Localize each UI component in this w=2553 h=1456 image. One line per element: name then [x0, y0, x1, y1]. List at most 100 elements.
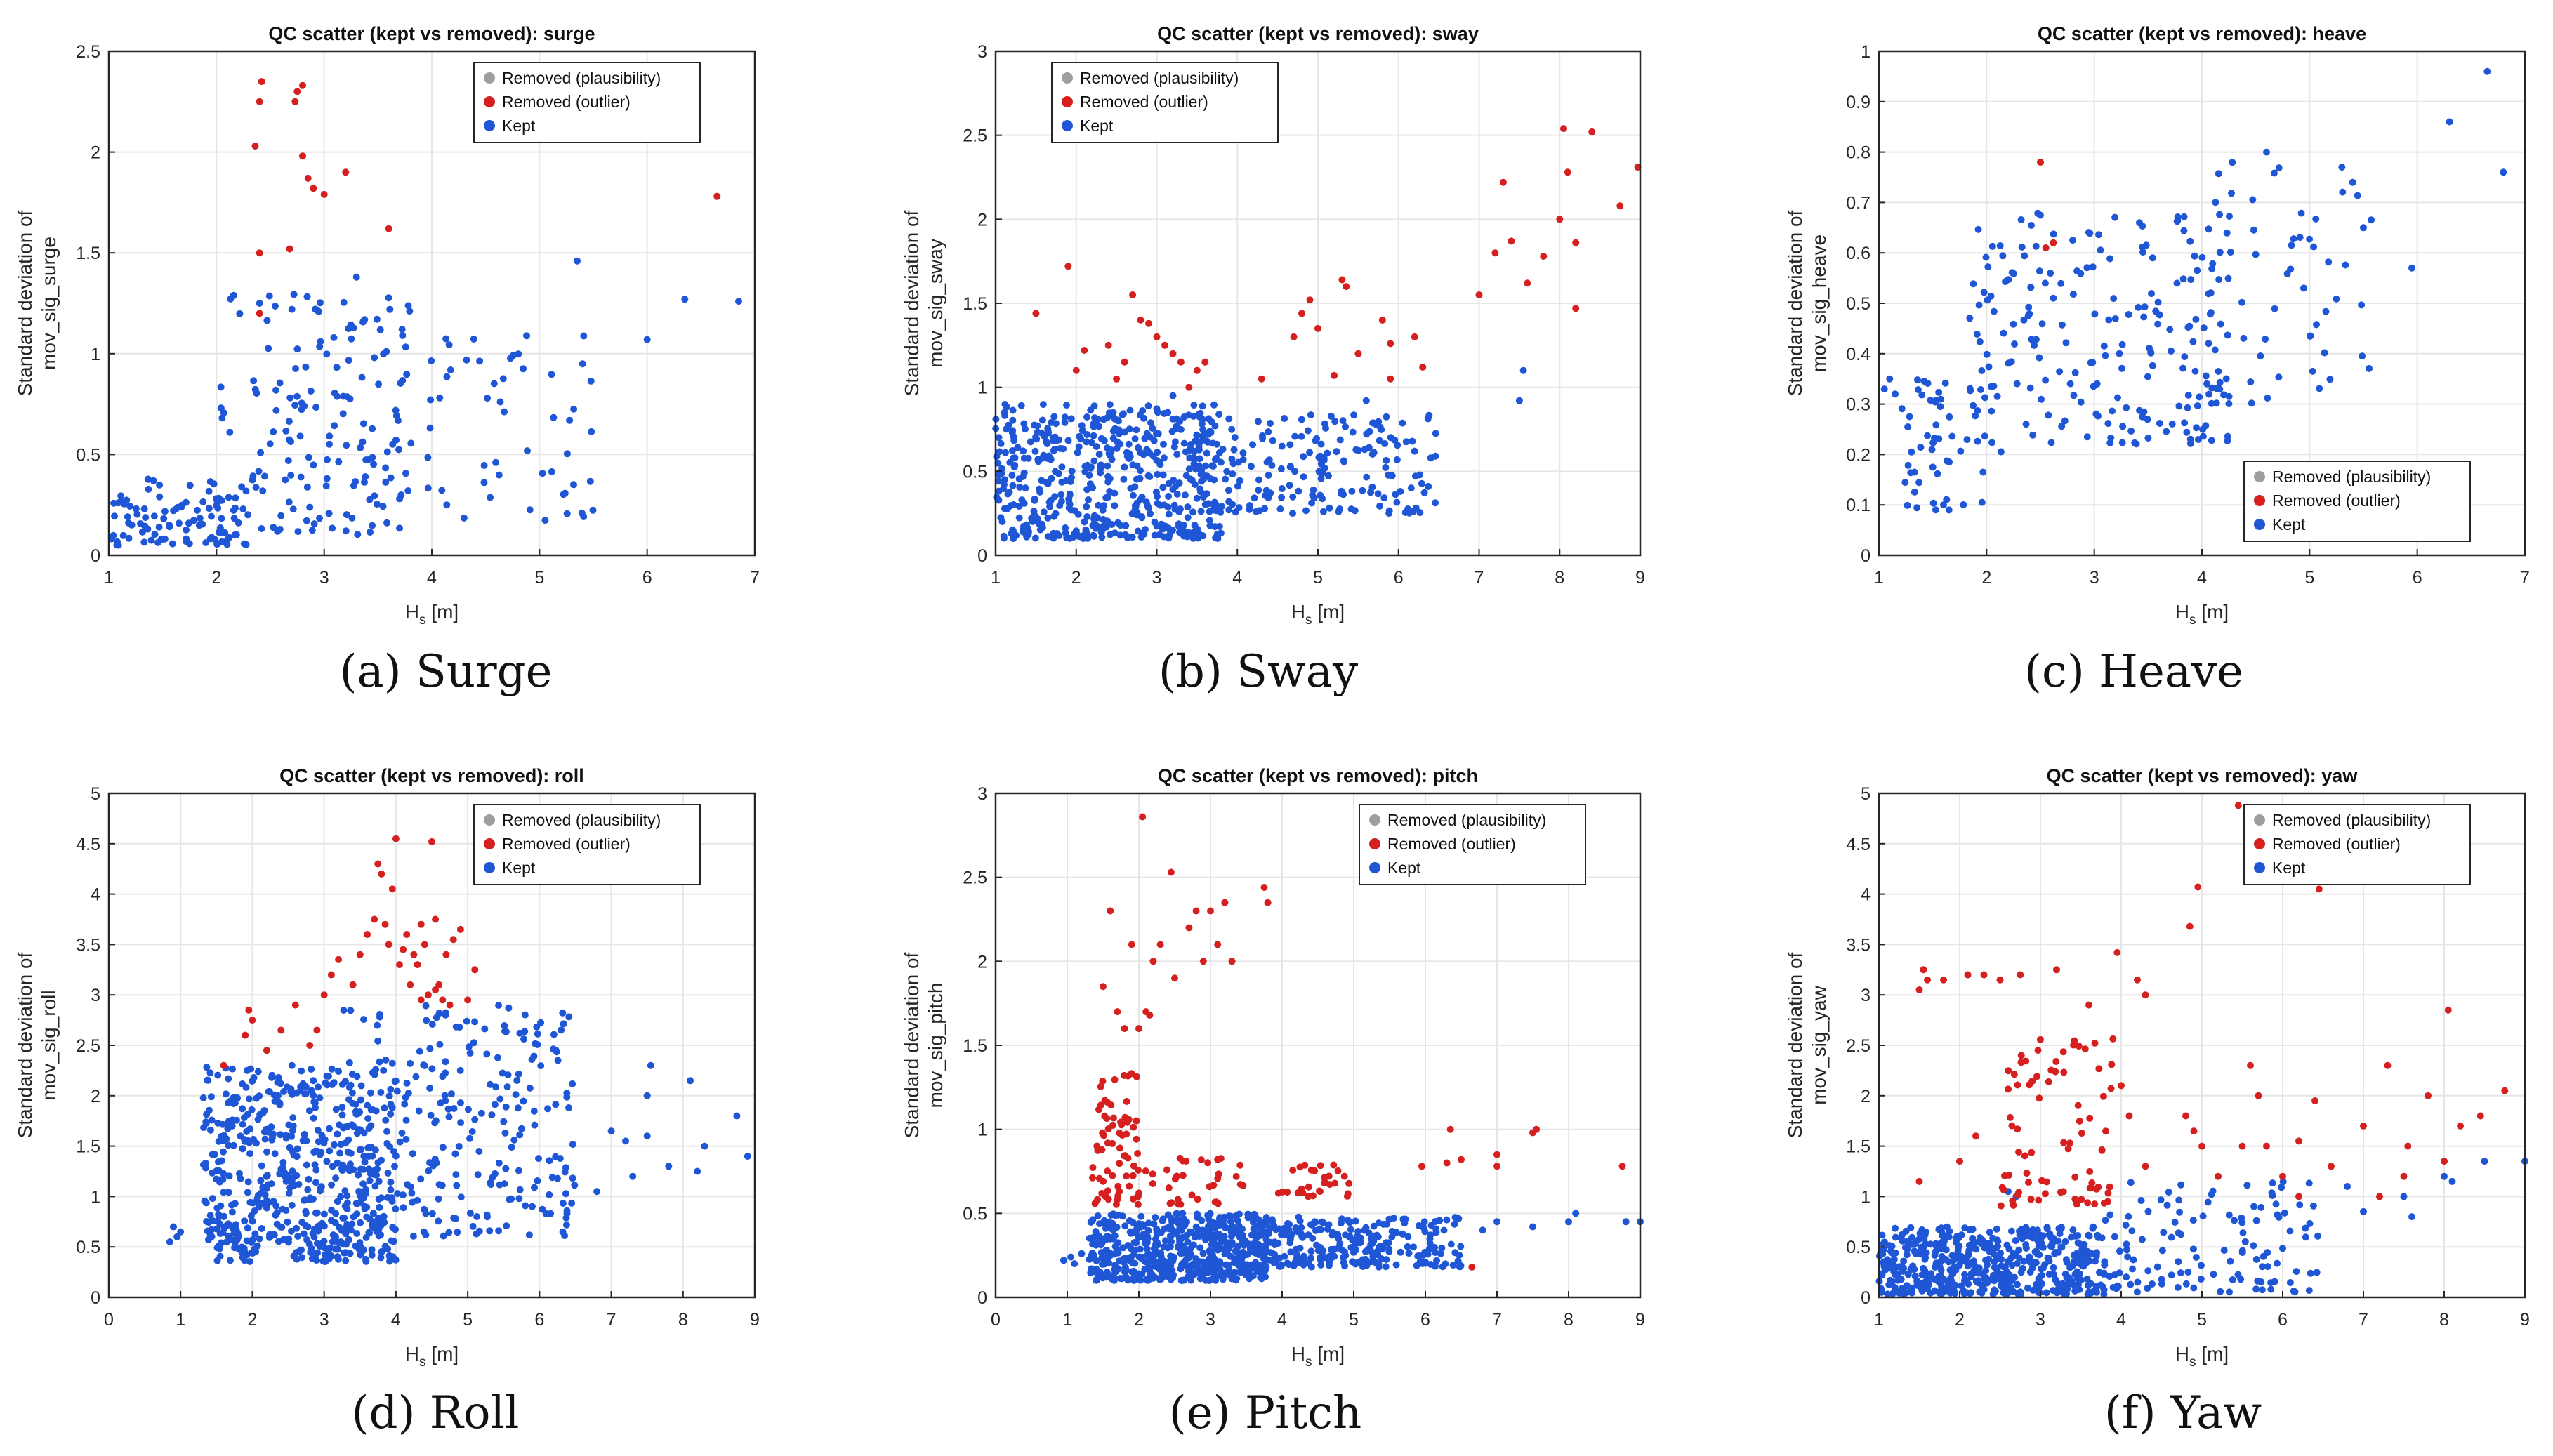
- point-kept: [251, 1230, 259, 1238]
- point-kept: [403, 371, 411, 378]
- point-kept: [2408, 1213, 2415, 1221]
- point-kept: [1258, 1250, 1266, 1258]
- point-kept: [457, 1193, 465, 1201]
- point-kept: [1228, 455, 1236, 463]
- point-kept: [1255, 418, 1262, 425]
- point-kept: [145, 485, 152, 493]
- point-kept: [1189, 1269, 1196, 1277]
- point-kept: [1086, 1234, 1093, 1242]
- point-kept: [473, 1213, 481, 1220]
- point-kept: [1276, 1262, 1284, 1270]
- point-outlier: [2142, 991, 2149, 999]
- point-kept: [1972, 1269, 1979, 1277]
- point-kept: [466, 1050, 474, 1057]
- point-kept: [1233, 1275, 1241, 1283]
- point-outlier: [381, 920, 389, 928]
- point-kept: [492, 1083, 500, 1091]
- point-kept: [1113, 1246, 1121, 1254]
- point-kept: [1305, 1231, 1312, 1239]
- point-kept: [1225, 1239, 1233, 1247]
- point-outlier: [2104, 1189, 2112, 1197]
- point-kept: [445, 341, 453, 349]
- point-kept: [305, 1175, 312, 1183]
- legend-plausibility-marker: [1369, 814, 1380, 826]
- point-kept: [378, 1194, 385, 1202]
- point-kept: [1167, 528, 1175, 536]
- point-kept: [1148, 1271, 1156, 1278]
- point-outlier: [1107, 907, 1114, 915]
- point-outlier: [1098, 1146, 1106, 1153]
- point-kept: [2168, 1233, 2175, 1241]
- point-kept: [1986, 1247, 1993, 1255]
- point-kept: [1213, 454, 1220, 462]
- point-kept: [1991, 1264, 1998, 1271]
- point-kept: [1122, 522, 1130, 529]
- point-outlier: [1354, 350, 1362, 357]
- point-outlier: [2073, 1200, 2080, 1208]
- point-kept: [286, 436, 293, 444]
- y-label-line2: mov_sig_yaw: [1808, 985, 1830, 1104]
- point-kept: [160, 515, 168, 522]
- point-kept: [1964, 1259, 1972, 1267]
- point-kept: [2179, 364, 2187, 372]
- point-kept: [2483, 67, 2491, 75]
- point-kept: [733, 1112, 741, 1120]
- point-outlier: [1161, 341, 1168, 349]
- y-tick-label: 1: [91, 345, 100, 364]
- point-kept: [1927, 1270, 1935, 1278]
- point-kept: [1906, 413, 1913, 421]
- chart-surge: 1 2 3 4 5 6 700.511.522.5QC scatter (kept vs r…: [14, 23, 760, 628]
- point-kept: [285, 1238, 292, 1246]
- point-kept: [1340, 458, 1348, 465]
- point-outlier: [1334, 1167, 1342, 1174]
- point-kept: [289, 1114, 297, 1122]
- point-kept: [402, 343, 409, 351]
- point-kept: [586, 477, 594, 485]
- point-kept: [213, 1257, 221, 1264]
- x-tick-label: 6: [1394, 568, 1404, 588]
- point-kept: [1278, 442, 1286, 450]
- point-kept: [2015, 1246, 2023, 1254]
- point-kept: [1363, 430, 1371, 438]
- point-kept: [236, 1170, 243, 1177]
- point-kept: [231, 1200, 239, 1207]
- point-kept: [2086, 230, 2094, 237]
- point-outlier: [2444, 1006, 2452, 1014]
- point-outlier: [1156, 941, 1164, 948]
- point-kept: [2258, 1286, 2266, 1294]
- point-kept: [1105, 1259, 1112, 1266]
- point-kept: [1094, 1212, 1102, 1219]
- point-kept: [2173, 218, 2181, 225]
- point-outlier: [1121, 1071, 1128, 1079]
- point-kept: [325, 1255, 333, 1262]
- point-kept: [285, 498, 293, 506]
- point-kept: [1370, 1222, 1378, 1230]
- point-kept: [282, 1177, 290, 1185]
- point-kept: [289, 505, 297, 513]
- point-kept: [1205, 415, 1213, 423]
- point-kept: [1051, 493, 1059, 501]
- point-kept: [2205, 340, 2212, 348]
- x-tick-label: 2: [1134, 1310, 1144, 1330]
- y-tick-label: 1.5: [1846, 1137, 1871, 1157]
- point-kept: [352, 478, 359, 486]
- point-kept: [1104, 1232, 1111, 1240]
- point-kept: [356, 1146, 364, 1153]
- point-outlier: [1338, 276, 1346, 284]
- point-kept: [568, 1199, 576, 1207]
- point-kept: [173, 1233, 181, 1240]
- point-kept: [1899, 1231, 1906, 1238]
- point-kept: [2339, 188, 2347, 196]
- point-kept: [2109, 407, 2116, 415]
- point-kept: [1083, 438, 1090, 446]
- point-kept: [287, 471, 295, 479]
- point-kept: [1267, 1249, 1274, 1257]
- point-kept: [235, 519, 242, 527]
- point-outlier: [299, 81, 306, 89]
- point-kept: [554, 1057, 562, 1064]
- point-kept: [1196, 1244, 1204, 1252]
- point-kept: [1074, 510, 1082, 518]
- point-kept: [209, 1217, 217, 1225]
- point-kept: [1199, 402, 1206, 410]
- point-kept: [220, 409, 227, 416]
